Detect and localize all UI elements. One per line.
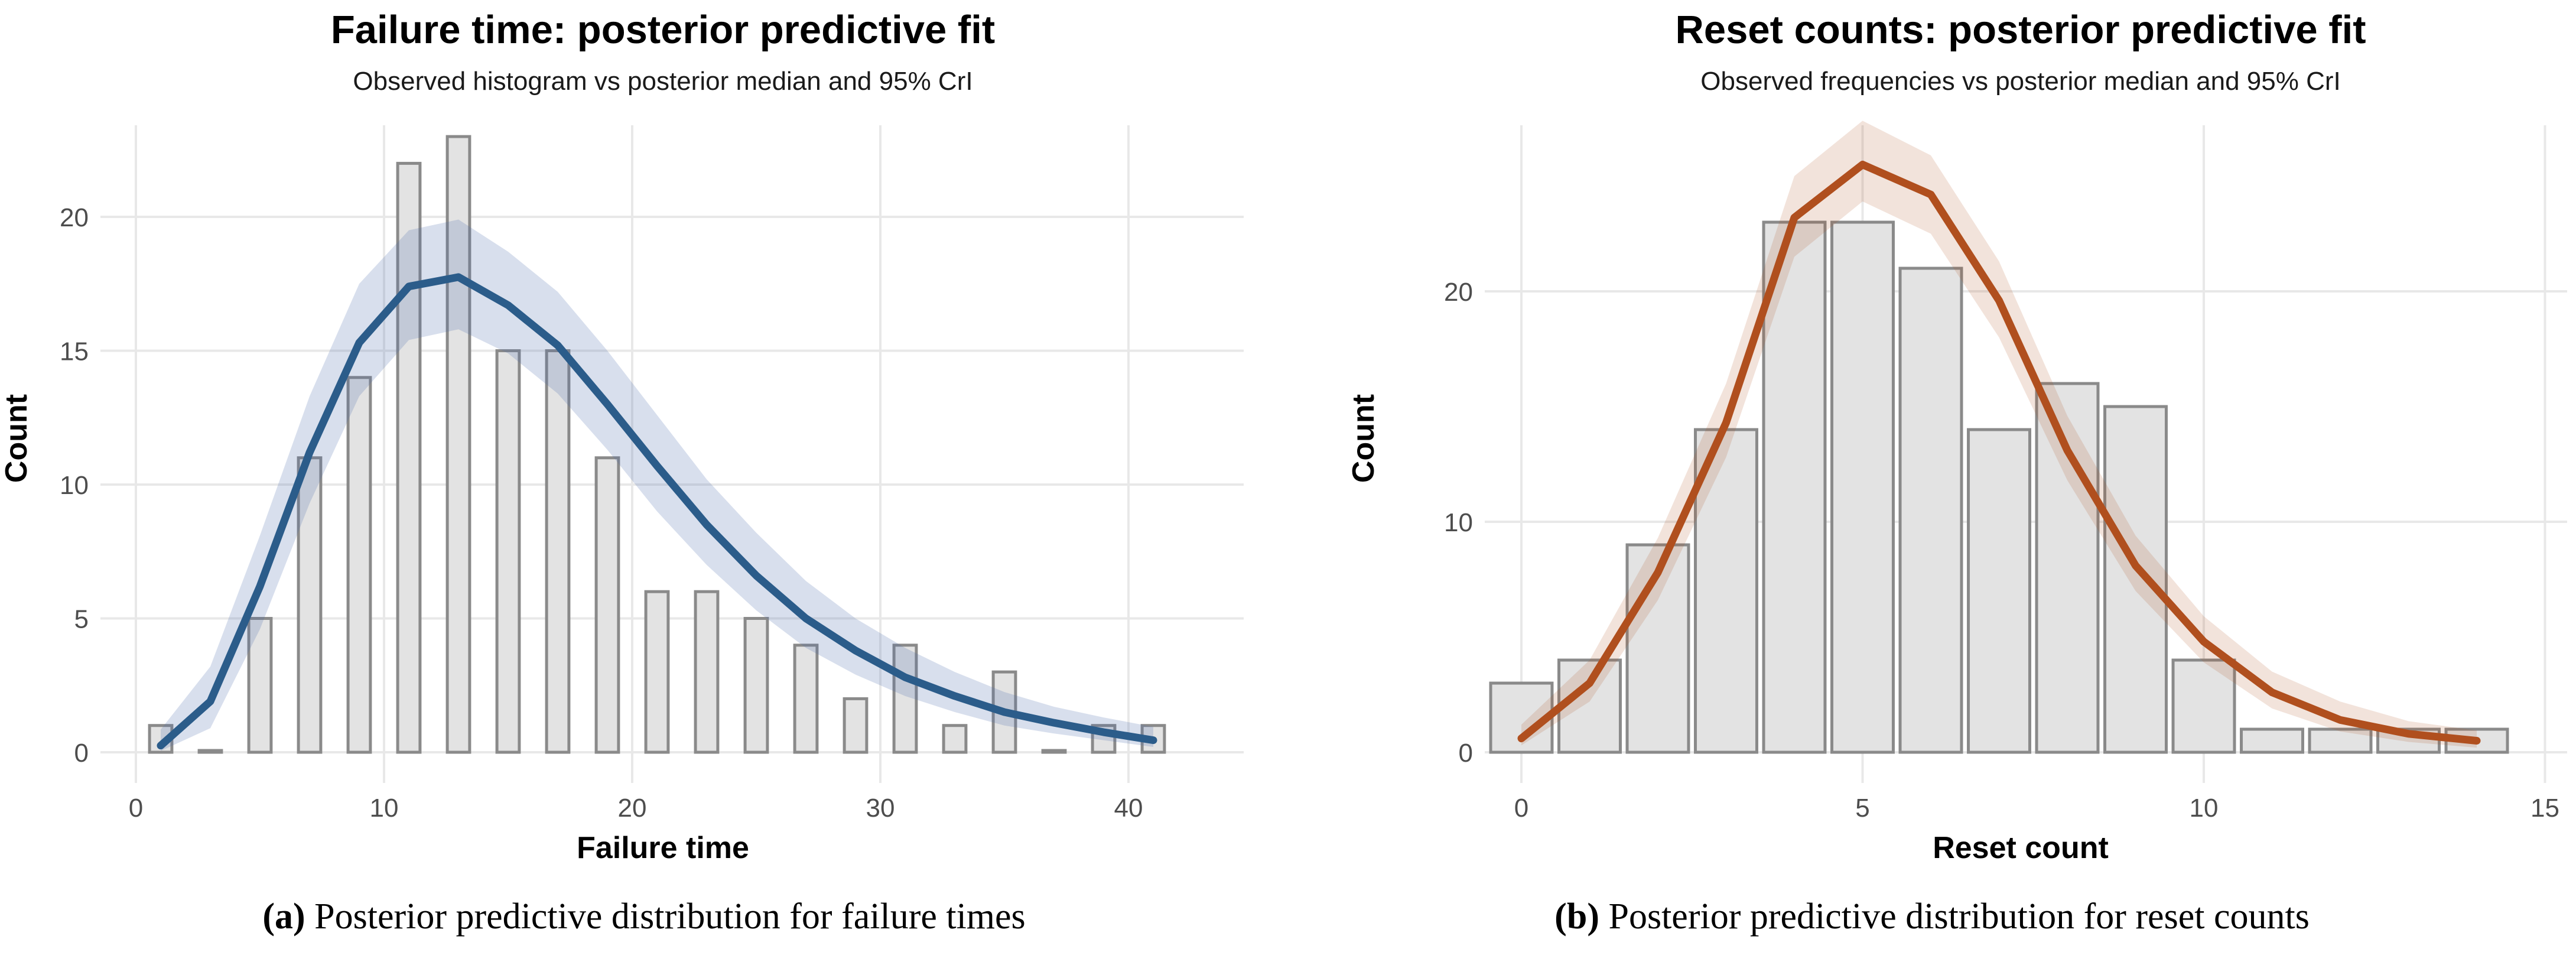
y-tick-label: 20 [60, 203, 89, 232]
y-tick-label: 0 [74, 739, 89, 768]
histogram-bar [594, 456, 620, 754]
histogram-bar [1967, 428, 2031, 754]
histogram-bar [644, 590, 670, 754]
x-axis-title-b: Reset count [1933, 831, 2109, 865]
x-tick-label: 10 [2190, 794, 2219, 823]
y-axis-title-b: Count [1346, 394, 1381, 483]
reset-count-chart: 0 10 20 0 5 10 15 Reset counts: posterior pred… [1346, 8, 2567, 865]
caption-b-paren-open: ( [1554, 896, 1567, 937]
y-tick-label: 10 [60, 471, 89, 500]
histogram-bar [1830, 220, 1895, 754]
histogram-bar [843, 697, 869, 754]
x-tick-label: 5 [1855, 794, 1869, 823]
x-tick-label: 20 [618, 794, 647, 823]
histogram-bar [942, 724, 968, 754]
reset-count-plot-area: 0 10 20 0 5 10 15 [1444, 121, 2567, 823]
caption-b: (b) Posterior predictive distribution fo… [1288, 885, 2576, 968]
caption-a-text: Posterior predictive distribution for fa… [305, 896, 1026, 937]
chart-title-b: Reset counts: posterior predictive fit [1676, 8, 2366, 52]
credible-interval-band [1521, 121, 2477, 748]
y-tick-label: 5 [74, 605, 89, 634]
caption-a-paren-close: ) [292, 896, 305, 937]
credible-interval-band [161, 219, 1153, 751]
caption-a: (a) Posterior predictive distribution fo… [0, 885, 1288, 968]
histogram-bar [495, 349, 521, 754]
chart-title-a: Failure time: posterior predictive fit [331, 8, 995, 52]
caption-b-paren-close: ) [1587, 896, 1599, 937]
histogram-bar [1041, 749, 1067, 754]
y-tick-label: 0 [1459, 739, 1473, 768]
histogram-bar [793, 644, 819, 754]
chart-subtitle-a: Observed histogram vs posterior median a… [353, 67, 972, 96]
y-tick-label: 20 [1444, 278, 1473, 307]
posterior-median-line [1517, 161, 2481, 745]
y-tick-label: 10 [1444, 508, 1473, 537]
x-tick-label: 0 [1514, 794, 1528, 823]
histogram-bar [297, 456, 323, 754]
x-tick-label: 30 [866, 794, 895, 823]
caption-row: (a) Posterior predictive distribution fo… [0, 885, 2576, 968]
caption-a-label: a [274, 896, 293, 937]
posterior-median-line [157, 273, 1157, 750]
histogram-bar [445, 135, 471, 754]
failure-time-plot-area: 0 5 10 15 20 0 10 20 30 40 [60, 125, 1244, 823]
x-tick-label: 15 [2531, 794, 2559, 823]
x-tick-label: 10 [370, 794, 399, 823]
histogram-bar [1898, 267, 1963, 754]
histogram-bar [396, 161, 422, 754]
x-tick-label: 0 [129, 794, 143, 823]
histogram-bar [2240, 727, 2304, 754]
failure-time-chart: 0 5 10 15 20 0 10 20 30 40 Failure time: posterio… [0, 8, 1244, 865]
y-axis-title-a: Count [0, 394, 34, 483]
histogram-bar [1762, 220, 1827, 754]
histogram-bar [247, 617, 273, 754]
caption-b-text: Posterior predictive distribution for re… [1599, 896, 2310, 937]
caption-b-label: b [1566, 896, 1588, 937]
histogram-bar [197, 749, 223, 754]
x-axis-title-a: Failure time [577, 831, 749, 865]
histogram-bar [743, 617, 769, 754]
histogram-bar [1694, 428, 1758, 754]
caption-a-paren-open: ( [262, 896, 275, 937]
histogram-bar [694, 590, 720, 754]
histogram-bar [2171, 658, 2236, 754]
y-tick-label: 15 [60, 337, 89, 366]
histogram-bar [2103, 405, 2168, 754]
x-tick-label: 40 [1114, 794, 1143, 823]
histogram-bar [892, 644, 918, 754]
histogram-bar [1091, 724, 1117, 754]
chart-subtitle-b: Observed frequencies vs posterior median… [1700, 67, 2340, 96]
histogram-bar [346, 376, 372, 754]
histogram-bar [545, 349, 571, 754]
histogram-bar [2308, 727, 2373, 754]
